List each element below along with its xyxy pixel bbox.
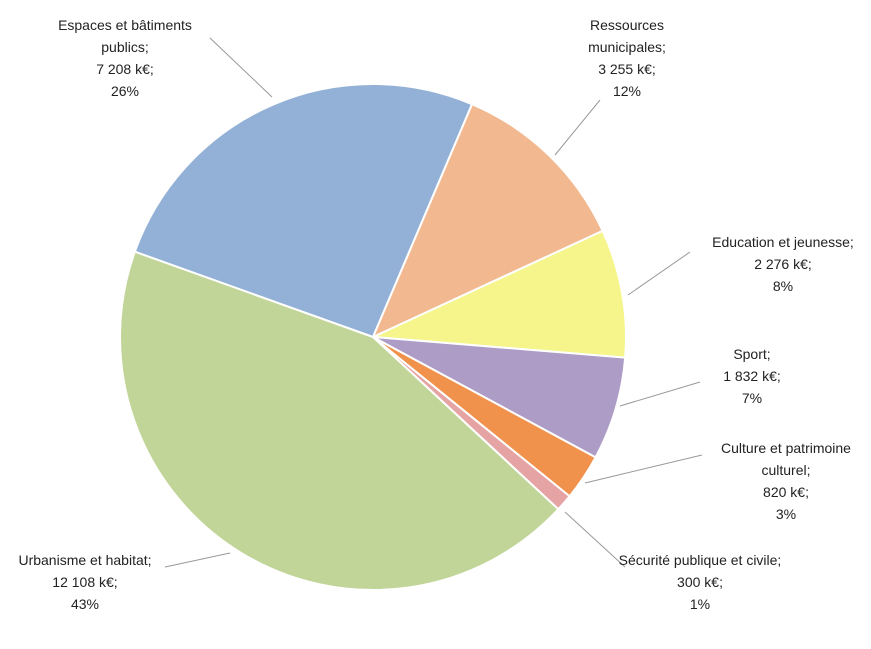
pie-slice xyxy=(133,83,474,339)
value-label: 2 276 k€; xyxy=(754,256,812,272)
percent-label: 8% xyxy=(772,278,794,294)
pie-slice xyxy=(119,250,560,591)
value-label: 1 832 k€; xyxy=(723,368,781,384)
data-label: Sport; 1 832 k€; 7% xyxy=(692,343,812,409)
percent-label: 43% xyxy=(70,596,100,612)
data-label: Ressources municipales; 3 255 k€; 12% xyxy=(572,14,682,102)
pie-slice xyxy=(369,229,627,359)
leader-line xyxy=(564,511,626,568)
percent-label: 7% xyxy=(741,390,763,406)
value-label: 7 208 k€; xyxy=(96,61,154,77)
data-label: Culture et patrimoine culturel; 820 k€; 3% xyxy=(701,437,871,525)
data-label: Sécurité publique et civile; 300 k€; 1% xyxy=(615,549,785,615)
data-label: Espaces et bâtiments publics; 7 208 k€; 26… xyxy=(40,14,210,102)
slices xyxy=(119,83,627,591)
pie-slice xyxy=(371,102,604,339)
percent-label: 26% xyxy=(110,83,140,99)
data-label: Urbanisme et habitat; 12 108 k€; 43% xyxy=(0,549,175,615)
category-label: Sport; xyxy=(733,346,771,362)
category-label: Education et jeunesse; xyxy=(712,234,854,250)
leader-line xyxy=(164,552,231,568)
value-label: 820 k€; xyxy=(763,484,809,500)
leader-line xyxy=(209,37,273,98)
percent-label: 3% xyxy=(775,506,797,522)
leader-line xyxy=(584,454,703,484)
leader-line xyxy=(619,381,701,407)
data-label: Education et jeunesse; 2 276 k€; 8% xyxy=(683,231,871,297)
percent-label: 12% xyxy=(612,83,642,99)
leader-line xyxy=(627,251,691,296)
value-label: 300 k€; xyxy=(677,574,723,590)
category-label: Espaces et bâtiments publics; xyxy=(58,17,192,55)
percent-label: 1% xyxy=(689,596,711,612)
category-label: Urbanisme et habitat; xyxy=(18,552,152,568)
value-label: 12 108 k€; xyxy=(52,574,118,590)
category-label: Culture et patrimoine culturel; xyxy=(721,440,851,478)
value-label: 3 255 k€; xyxy=(598,61,656,77)
category-label: Ressources municipales; xyxy=(588,17,666,55)
leader-line xyxy=(554,99,601,156)
category-label: Sécurité publique et civile; xyxy=(618,552,782,568)
